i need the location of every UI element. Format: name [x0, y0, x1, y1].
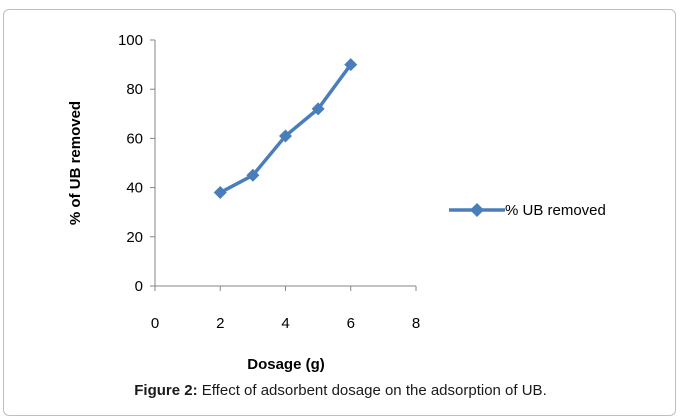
data-point-marker [311, 102, 325, 116]
axes [150, 39, 417, 291]
series-line [219, 63, 353, 195]
tick-labels: 0 20 40 60 80 100 0 2 4 6 8 [118, 32, 420, 332]
data-point-marker [246, 168, 260, 182]
series-layer [213, 58, 358, 200]
x-axis-title: Dosage (g) [247, 356, 325, 373]
legend-marker [470, 203, 484, 217]
data-point-marker [279, 129, 292, 143]
y-tick-label: 0 [135, 278, 143, 295]
y-tick-label: 60 [126, 130, 143, 147]
x-tick-label: 4 [281, 315, 289, 332]
figure-caption: Figure 2: Effect of adsorbent dosage on … [0, 382, 681, 399]
y-tick-label: 100 [118, 32, 143, 49]
legend-label: % UB removed [505, 202, 606, 219]
x-tick-label: 8 [412, 315, 420, 332]
legend: % UB removed [449, 202, 606, 219]
y-tick-label: 80 [126, 81, 143, 98]
x-tick-label: 0 [151, 315, 159, 332]
x-tick-label: 2 [216, 315, 224, 332]
y-tick-label: 40 [126, 180, 143, 197]
caption-label: Figure 2: [134, 382, 198, 399]
chart-frame [3, 9, 676, 416]
data-point-marker [213, 186, 227, 200]
y-axis-title: % of UB removed [67, 101, 84, 225]
x-tick-label: 6 [347, 315, 355, 332]
caption-text: Effect of adsorbent dosage on the adsorp… [197, 382, 547, 399]
data-point-marker [344, 58, 358, 72]
y-tick-label: 20 [126, 229, 143, 246]
